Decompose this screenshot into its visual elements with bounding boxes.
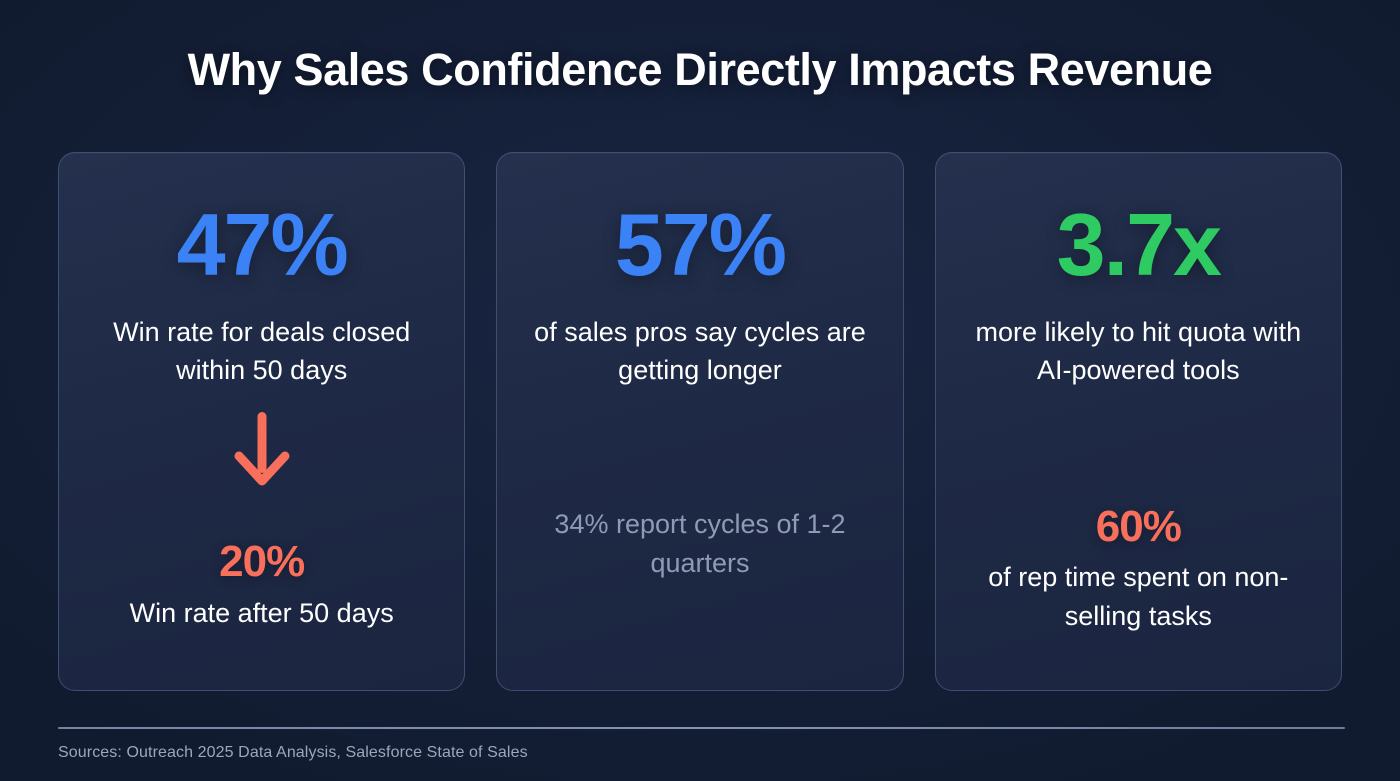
primary-stat-caption: of sales pros say cycles are getting lon… <box>534 317 866 386</box>
stat-card-top: 57% of sales pros say cycles are getting… <box>523 201 876 390</box>
primary-stat-value: 47% <box>176 195 349 294</box>
stat-card-sales-cycles: 57% of sales pros say cycles are getting… <box>496 152 904 691</box>
primary-stat-caption: Win rate for deals closed within 50 days <box>113 317 411 386</box>
secondary-stat-caption: of rep time spent on non-selling tasks <box>988 562 1289 631</box>
stat-card-bottom: 34% report cycles of 1-2 quarters <box>523 505 876 660</box>
arrow-down-icon <box>234 411 290 486</box>
primary-stat-caption: more likely to hit quota with AI-powered… <box>975 317 1302 386</box>
stat-card-ai-quota: 3.7x more likely to hit quota with AI-po… <box>934 152 1342 691</box>
stat-cards-container: 47% Win rate for deals closed within 50 … <box>58 152 1342 691</box>
footer-sources-text: Sources: Outreach 2025 Data Analysis, Sa… <box>58 744 528 761</box>
page-title: Why Sales Confidence Directly Impacts Re… <box>187 44 1213 95</box>
stat-card-bottom: 60% of rep time spent on non-selling tas… <box>962 502 1315 660</box>
secondary-stat-value: 60% <box>1095 502 1182 552</box>
stat-card-bottom: 20% Win rate after 50 days <box>85 539 438 660</box>
footer-divider <box>58 727 1345 729</box>
stat-card-top: 3.7x more likely to hit quota with AI-po… <box>962 201 1315 390</box>
primary-stat-value: 3.7x <box>1056 195 1222 294</box>
secondary-stat-caption: Win rate after 50 days <box>129 597 394 628</box>
primary-stat-value: 57% <box>614 195 787 294</box>
stat-card-win-rate: 47% Win rate for deals closed within 50 … <box>58 152 466 691</box>
supporting-note: 34% report cycles of 1-2 quarters <box>554 509 846 578</box>
secondary-stat-value: 20% <box>219 537 305 587</box>
stat-card-top: 47% Win rate for deals closed within 50 … <box>85 201 438 490</box>
arrow-down-wrapper <box>85 411 438 490</box>
